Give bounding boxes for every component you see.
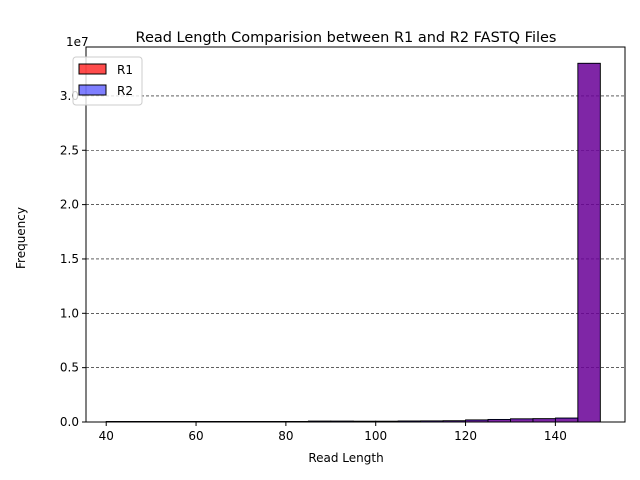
x-tick-label: 60 xyxy=(188,429,203,443)
y-axis-label: Frequency xyxy=(14,207,28,269)
bar-r2-bin-140 xyxy=(554,417,579,423)
bar-r2-bin-145 xyxy=(577,62,601,423)
legend-label-r2: R2 xyxy=(117,84,133,98)
y-tick-label: 1.0 xyxy=(60,306,79,320)
x-axis-ticks: 40 60 80 100 120 140 xyxy=(99,422,567,443)
bar-r2-bin-135 xyxy=(532,418,556,423)
axes-frame xyxy=(85,46,626,423)
y-tick-label: 0.5 xyxy=(60,361,79,375)
y-tick-label: 1.5 xyxy=(60,252,79,266)
y-tick-label: 2.5 xyxy=(60,143,79,157)
x-tick-label: 120 xyxy=(454,429,477,443)
legend-label-r1: R1 xyxy=(117,63,133,77)
y-axis-multiplier: 1e7 xyxy=(66,35,89,49)
plot-area: 40 60 80 100 120 140 0.00.51.01.52.02.53.0 xyxy=(60,46,626,443)
y-tick-label: 0.0 xyxy=(60,415,79,429)
x-tick-label: 40 xyxy=(99,429,114,443)
legend-swatch-r1 xyxy=(78,63,107,75)
x-tick-label: 100 xyxy=(364,429,387,443)
x-tick-label: 80 xyxy=(278,429,293,443)
legend-swatch-r2 xyxy=(78,84,107,96)
chart-title: Read Length Comparision between R1 and R… xyxy=(136,30,557,46)
x-axis-label: Read Length xyxy=(308,451,383,465)
x-tick-label: 140 xyxy=(544,429,567,443)
y-tick-label: 2.0 xyxy=(60,198,79,212)
legend: R1 R2 xyxy=(72,56,143,106)
y-axis-ticks: 0.00.51.01.52.02.53.0 xyxy=(60,89,86,429)
